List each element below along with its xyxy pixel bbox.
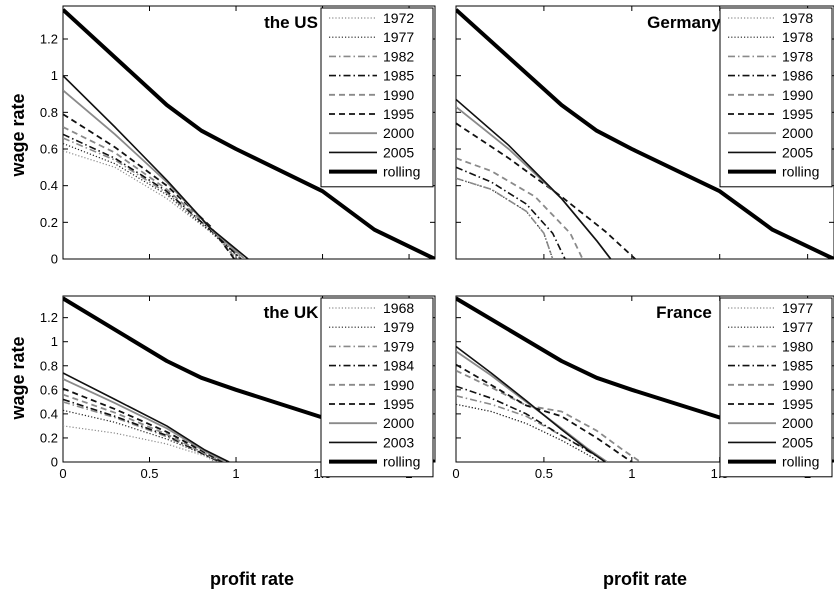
series-line-2 [456,177,554,259]
y-tick-label: 0.6 [40,142,58,157]
series-line-7 [456,98,612,259]
legend-label: 1968 [383,300,414,316]
legend-label: 1985 [782,358,813,374]
legend: 1977 1977 1980 1985 1990 1995 2000 2005 rolling [719,297,833,478]
legend-label: 1979 [383,319,414,335]
series-line-4 [456,157,584,259]
legend-label: 1979 [383,338,414,354]
y-tick-label: 0.6 [40,382,58,397]
y-tick-label: 1 [51,68,58,83]
legend-label: 1982 [383,48,414,64]
legend-label: 2000 [383,415,414,431]
chart-panel-1: Germany 1978 1978 1978 1986 1990 1995 2000 2005 r… [455,5,834,260]
series-line-5 [63,113,236,259]
y-tick-label: 0.4 [40,406,58,421]
chart-panel-3: 00.511.52France1977197719801985199019952… [452,295,834,481]
legend-label: 1984 [383,358,414,374]
y-tick-label: 0.8 [40,358,58,373]
legend-label: 1972 [383,10,414,26]
series-line-1 [456,177,554,259]
legend: 1972 1977 1982 1985 1990 1995 2000 2005 rolling [320,7,434,188]
y-axis-label-top: wage rate [8,93,28,177]
panel-title: the UK [264,303,320,322]
legend-box [719,7,833,188]
legend-label: 1990 [383,377,414,393]
x-tick-label: 0.5 [535,466,553,481]
y-tick-label: 0 [51,252,58,267]
legend-box [320,7,434,188]
legend-label: 1995 [383,106,414,122]
panel-title: France [656,303,712,322]
y-tick-label: 1.2 [40,32,58,47]
series-line-8 [456,8,834,259]
series-line-3 [456,385,606,462]
x-tick-label: 0 [59,466,66,481]
legend-label: 1990 [782,87,813,103]
legend-label: 2005 [782,434,813,450]
legend: 1978 1978 1978 1986 1990 1995 2000 2005 rolling [719,7,833,188]
x-tick-label: 1 [232,466,239,481]
x-tick-label: 1 [628,466,635,481]
panel-title: Germany [647,13,721,32]
y-tick-label: 1 [51,334,58,349]
legend-label: 1990 [383,87,414,103]
legend-label: 1977 [383,29,414,45]
y-tick-label: 0.4 [40,178,58,193]
legend-label: 1995 [782,106,813,122]
legend-label: 1978 [782,48,813,64]
legend-label: 1978 [782,10,813,26]
legend-label: 1986 [782,68,813,84]
legend-label: 1990 [782,377,813,393]
y-tick-label: 0.2 [40,215,58,230]
legend-label: 2005 [383,144,414,160]
y-tick-label: 0.2 [40,430,58,445]
legend-label: 1995 [383,396,414,412]
legend-box [320,297,434,478]
legend-label: rolling [383,454,420,470]
series-line-8 [63,8,435,259]
legend-label: 2003 [383,434,414,450]
y-axis-label-bottom: wage rate [8,336,28,420]
legend-label: 1977 [782,319,813,335]
x-axis-label-left: profit rate [210,569,294,589]
x-tick-label: 0.5 [140,466,158,481]
legend-label: 1977 [782,300,813,316]
series-line-4 [456,369,642,462]
legend-label: 2000 [782,415,813,431]
legend: 1968 1979 1979 1984 1990 1995 2000 2003 rolling [320,297,434,478]
series-line-5 [456,363,633,462]
legend-label: 2000 [782,125,813,141]
y-tick-label: 0.8 [40,105,58,120]
legend-label: 1985 [383,68,414,84]
legend-label: rolling [383,164,420,180]
series-line-5 [63,387,223,462]
series-line-5 [456,122,636,259]
legend-box [719,297,833,478]
series-line-7 [456,345,606,462]
series-line-1 [63,409,219,462]
series-line-6 [63,378,227,462]
x-axis-label-right: profit rate [603,569,687,589]
legend-label: 1978 [782,29,813,45]
legend-label: rolling [782,454,819,470]
legend-label: rolling [782,164,819,180]
series-line-7 [63,75,249,259]
x-tick-label: 0 [452,466,459,481]
series-line-3 [456,166,566,259]
legend-label: 1995 [782,396,813,412]
legend-label: 1980 [782,338,813,354]
legend-label: 2000 [383,125,414,141]
y-tick-label: 1.2 [40,310,58,325]
panel-title: the US [264,13,318,32]
series-line-1 [456,403,601,462]
y-tick-label: 0 [51,455,58,470]
series-line-7 [63,372,230,462]
legend-label: 2005 [782,144,813,160]
